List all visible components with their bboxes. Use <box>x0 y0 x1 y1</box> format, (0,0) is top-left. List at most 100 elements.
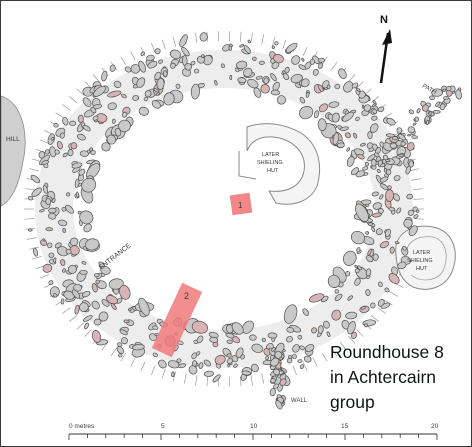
stone <box>69 120 77 127</box>
caption-line-1: Roundhouse 8 <box>330 342 444 362</box>
stone <box>356 247 361 253</box>
stone <box>237 77 247 83</box>
trench-1-number: 1 <box>238 201 243 210</box>
stone <box>380 163 386 168</box>
stone <box>193 68 200 74</box>
stone <box>355 203 369 222</box>
stone <box>408 225 418 237</box>
stone <box>114 128 122 137</box>
stone <box>118 353 123 358</box>
stone <box>252 56 257 61</box>
stone <box>108 278 124 290</box>
stone <box>407 133 412 137</box>
stone <box>371 226 376 233</box>
stone <box>119 329 128 336</box>
stone <box>251 343 264 353</box>
hill-label: HILL <box>6 136 20 143</box>
stone <box>82 97 92 107</box>
caption-line-3: group <box>330 392 375 412</box>
stone <box>317 118 327 132</box>
stone <box>402 246 407 251</box>
stone <box>243 67 253 77</box>
stone <box>193 339 198 345</box>
stone <box>357 153 365 160</box>
hachure-stroke <box>161 368 166 379</box>
stone <box>351 331 357 339</box>
stone <box>346 147 351 152</box>
hachure-stroke <box>39 139 50 144</box>
stone <box>379 141 385 148</box>
hachure-stroke <box>356 329 364 337</box>
hut-right-label-3: HUT <box>416 266 428 272</box>
stone <box>286 327 295 333</box>
hachure-stroke <box>130 357 136 367</box>
stone <box>300 78 310 88</box>
hachure-stroke <box>61 307 71 314</box>
stone <box>81 290 91 298</box>
stone <box>291 354 297 359</box>
stone <box>442 88 447 92</box>
stone <box>231 322 244 335</box>
stone <box>274 351 283 359</box>
stone <box>363 104 372 112</box>
hachure-stroke <box>348 335 356 344</box>
stone <box>188 365 198 375</box>
stone <box>90 107 97 114</box>
stone <box>203 359 211 367</box>
hachure-stroke <box>250 375 253 386</box>
stone <box>282 73 290 81</box>
stone <box>65 204 74 214</box>
stone <box>48 207 57 214</box>
stone <box>158 59 163 64</box>
stone <box>258 60 265 65</box>
stone <box>53 293 58 298</box>
stone <box>98 311 109 322</box>
stone <box>351 82 359 89</box>
stone <box>406 193 414 200</box>
stone <box>360 306 366 310</box>
stone <box>385 228 391 237</box>
stone <box>62 268 66 273</box>
stone <box>154 48 161 55</box>
stone <box>191 320 209 334</box>
stone <box>48 212 57 220</box>
stone <box>354 264 358 269</box>
hut-centre-label-1: LATER <box>262 152 279 158</box>
stone <box>380 302 391 309</box>
stone <box>380 183 389 191</box>
stone <box>374 152 380 158</box>
stone <box>294 83 302 89</box>
stone <box>271 45 275 50</box>
stone <box>240 354 245 360</box>
hachure-stroke <box>413 198 424 200</box>
hachure-stroke <box>24 218 35 220</box>
scale-unit-label: 0 metres <box>69 423 95 430</box>
stone <box>345 311 358 320</box>
stone <box>317 325 324 334</box>
stone <box>178 363 187 369</box>
stone <box>364 323 368 328</box>
stone <box>385 169 392 176</box>
hachure-stroke <box>29 168 39 172</box>
stone <box>121 111 128 118</box>
stone <box>407 209 415 216</box>
stone <box>357 265 362 271</box>
stone <box>274 41 279 46</box>
stone <box>42 185 49 194</box>
stone <box>79 210 94 225</box>
hachure-stroke <box>110 347 118 357</box>
hachure-stroke <box>120 352 127 362</box>
hachure-stroke <box>271 36 276 47</box>
hut-right-label-2: SHIELING <box>407 258 433 264</box>
stone <box>343 250 357 266</box>
stone <box>199 32 208 42</box>
stone <box>297 334 303 340</box>
stone <box>101 70 108 82</box>
stone <box>318 103 329 113</box>
scale-tick-10: 10 <box>250 423 258 430</box>
hachure-stroke <box>39 274 50 279</box>
hachure-stroke <box>339 341 347 351</box>
stone <box>138 297 150 316</box>
stone <box>299 97 306 104</box>
